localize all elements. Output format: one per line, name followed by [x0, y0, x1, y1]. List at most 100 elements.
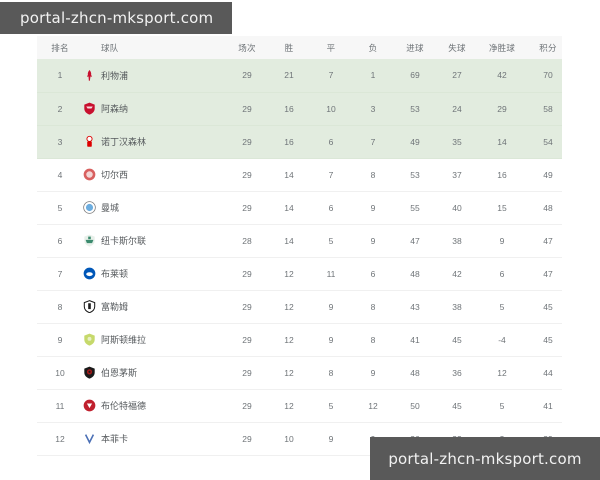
cell-loss: 8 [370, 301, 376, 312]
brighton-crest [83, 267, 96, 280]
cell-win: 16 [284, 103, 294, 114]
standings-table-container: 排名 球队 场次 胜 平 负 进球 失球 净胜球 积分 1 利物浦 29 21 7 1 69… [37, 36, 562, 456]
cell-loss: 6 [370, 268, 376, 279]
partial-crest [83, 432, 96, 445]
aston-villa-crest [83, 333, 96, 346]
cell-draw: 9 [328, 334, 334, 345]
cell-team: 布莱顿 [83, 257, 226, 290]
cell-win: 10 [284, 433, 294, 444]
column-header-draw[interactable]: 平 [326, 42, 336, 53]
cell-goal-diff: 15 [497, 202, 507, 213]
standings-table: 排名 球队 场次 胜 平 负 进球 失球 净胜球 积分 1 利物浦 29 21 7 1 69… [37, 36, 562, 456]
table-row[interactable]: 2 阿森纳 29 16 10 3 53 24 29 58 [37, 92, 562, 125]
table-row[interactable]: 10 伯恩茅斯 29 12 8 9 48 36 12 44 [37, 356, 562, 389]
cell-win: 16 [284, 136, 294, 147]
cell-goal-diff: 16 [497, 169, 507, 180]
table-row[interactable]: 9 阿斯顿维拉 29 12 9 8 41 45 -4 45 [37, 323, 562, 356]
table-row[interactable]: 5 曼城 29 14 6 9 55 40 15 48 [37, 191, 562, 224]
cell-draw: 5 [328, 400, 334, 411]
cell-played: 28 [242, 235, 252, 246]
table-row[interactable]: 7 布莱顿 29 12 11 6 48 42 6 47 [37, 257, 562, 290]
cell-points: 41 [543, 400, 553, 411]
cell-draw: 8 [328, 367, 334, 378]
cell-goal-diff: 42 [497, 70, 507, 81]
cell-loss: 12 [368, 400, 378, 411]
team-name: 布莱顿 [101, 270, 129, 280]
cell-goals-against: 36 [452, 367, 462, 378]
cell-team: 曼城 [83, 191, 226, 224]
column-header-rank[interactable]: 排名 [51, 42, 69, 53]
cell-points: 44 [543, 367, 553, 378]
table-row[interactable]: 1 利物浦 29 21 7 1 69 27 42 70 [37, 59, 562, 92]
cell-points: 47 [543, 235, 553, 246]
cell-team: 切尔西 [83, 158, 226, 191]
team-name: 切尔西 [101, 171, 129, 181]
cell-loss: 9 [370, 235, 376, 246]
cell-win: 12 [284, 334, 294, 345]
cell-goals-for: 47 [410, 235, 420, 246]
cell-rank: 11 [55, 400, 65, 411]
cell-goals-for: 41 [410, 334, 420, 345]
cell-goals-for: 48 [410, 268, 420, 279]
cell-draw: 6 [328, 136, 334, 147]
cell-win: 12 [284, 400, 294, 411]
cell-draw: 6 [328, 202, 334, 213]
cell-draw: 7 [328, 169, 334, 180]
cell-goal-diff: -4 [498, 334, 506, 345]
cell-loss: 8 [370, 334, 376, 345]
table-row[interactable]: 3 诺丁汉森林 29 16 6 7 49 35 14 54 [37, 125, 562, 158]
cell-points: 45 [543, 334, 553, 345]
column-header-team[interactable]: 球队 [101, 42, 119, 53]
cell-draw: 9 [328, 301, 334, 312]
cell-rank: 10 [55, 367, 65, 378]
cell-played: 29 [242, 70, 252, 81]
column-header-goals-against[interactable]: 失球 [448, 42, 466, 53]
cell-goals-for: 69 [410, 70, 420, 81]
cell-loss: 8 [370, 169, 376, 180]
team-name: 阿森纳 [101, 105, 129, 115]
cell-win: 12 [284, 268, 294, 279]
team-name: 纽卡斯尔联 [101, 237, 147, 247]
team-name: 富勒姆 [101, 303, 129, 313]
cell-goals-against: 27 [452, 70, 462, 81]
cell-points: 47 [543, 268, 553, 279]
cell-win: 12 [284, 301, 294, 312]
cell-played: 29 [242, 169, 252, 180]
cell-played: 29 [242, 301, 252, 312]
cell-played: 29 [242, 268, 252, 279]
team-name: 阿斯顿维拉 [101, 336, 147, 346]
fulham-crest [83, 300, 96, 313]
cell-goals-for: 55 [410, 202, 420, 213]
cell-loss: 9 [370, 367, 376, 378]
table-row[interactable]: 6 纽卡斯尔联 28 14 5 9 47 38 9 47 [37, 224, 562, 257]
column-header-win[interactable]: 胜 [284, 42, 294, 53]
column-header-goal-diff[interactable]: 净胜球 [488, 42, 516, 53]
cell-goals-against: 38 [452, 301, 462, 312]
column-header-loss[interactable]: 负 [368, 42, 378, 53]
table-row[interactable]: 8 富勒姆 29 12 9 8 43 38 5 45 [37, 290, 562, 323]
column-header-played[interactable]: 场次 [238, 42, 256, 53]
chelsea-crest [83, 168, 96, 181]
newcastle-united-crest [83, 234, 96, 247]
cell-goals-against: 42 [452, 268, 462, 279]
column-header-goals-for[interactable]: 进球 [406, 42, 424, 53]
cell-win: 12 [284, 367, 294, 378]
table-header: 排名 球队 场次 胜 平 负 进球 失球 净胜球 积分 [37, 36, 562, 59]
cell-rank: 7 [57, 268, 63, 279]
cell-loss: 9 [370, 202, 376, 213]
cell-team: 阿斯顿维拉 [83, 323, 226, 356]
cell-played: 29 [242, 202, 252, 213]
cell-loss: 1 [370, 70, 376, 81]
table-row[interactable]: 11 布伦特福德 29 12 5 12 50 45 5 41 [37, 389, 562, 422]
column-header-points[interactable]: 积分 [539, 42, 557, 53]
cell-goals-against: 45 [452, 334, 462, 345]
cell-goals-for: 53 [410, 103, 420, 114]
header-row: 排名 球队 场次 胜 平 负 进球 失球 净胜球 积分 [37, 36, 562, 59]
team-name: 布伦特福德 [101, 402, 147, 412]
cell-goal-diff: 14 [497, 136, 507, 147]
cell-rank: 4 [57, 169, 63, 180]
cell-draw: 9 [328, 433, 334, 444]
cell-goal-diff: 9 [499, 235, 505, 246]
table-row[interactable]: 4 切尔西 29 14 7 8 53 37 16 49 [37, 158, 562, 191]
